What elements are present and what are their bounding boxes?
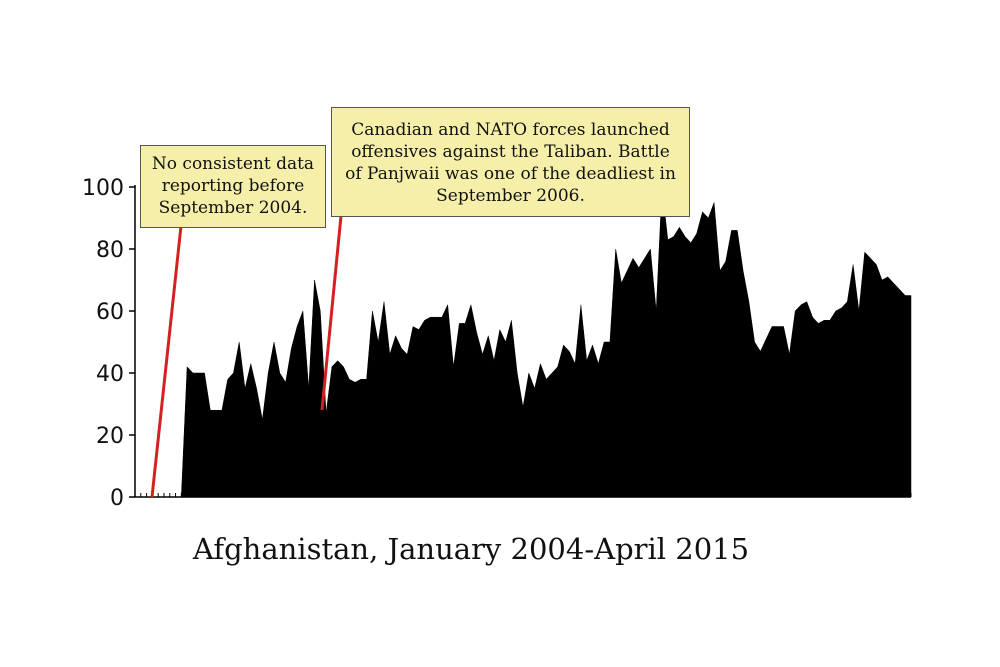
y-tick-label: 20 — [96, 424, 124, 449]
annotation-line: reporting before — [161, 176, 305, 196]
annotation-line: of Panjwaii was one of the deadliest in — [345, 164, 676, 184]
annotation-line: September 2006. — [436, 186, 585, 206]
annotation-line: September 2004. — [158, 198, 308, 218]
y-tick-label: 40 — [96, 362, 124, 387]
annotation-pointers — [150, 215, 343, 498]
y-axis: 0 20 40 60 80 100 — [82, 176, 136, 511]
y-tick-label: 0 — [110, 486, 124, 511]
y-tick-label: 80 — [96, 238, 124, 263]
annotation-pointer — [150, 225, 183, 498]
annotation-pointer — [320, 215, 343, 411]
series-area — [135, 186, 912, 498]
y-tick-label: 100 — [82, 176, 124, 201]
y-tick-label: 60 — [96, 300, 124, 325]
annotation-no-data-note: No consistent data reporting before Sept… — [140, 145, 326, 228]
chart-caption: Afghanistan, January 2004-April 2015 — [192, 532, 749, 566]
annotation-line: offensives against the Taliban. Battle — [351, 142, 670, 162]
annotation-line: Canadian and NATO forces launched — [351, 120, 670, 140]
annotation-panjwaii-note: Canadian and NATO forces launched offens… — [331, 107, 690, 217]
series-layer — [135, 186, 912, 498]
annotation-line: No consistent data — [151, 154, 315, 174]
